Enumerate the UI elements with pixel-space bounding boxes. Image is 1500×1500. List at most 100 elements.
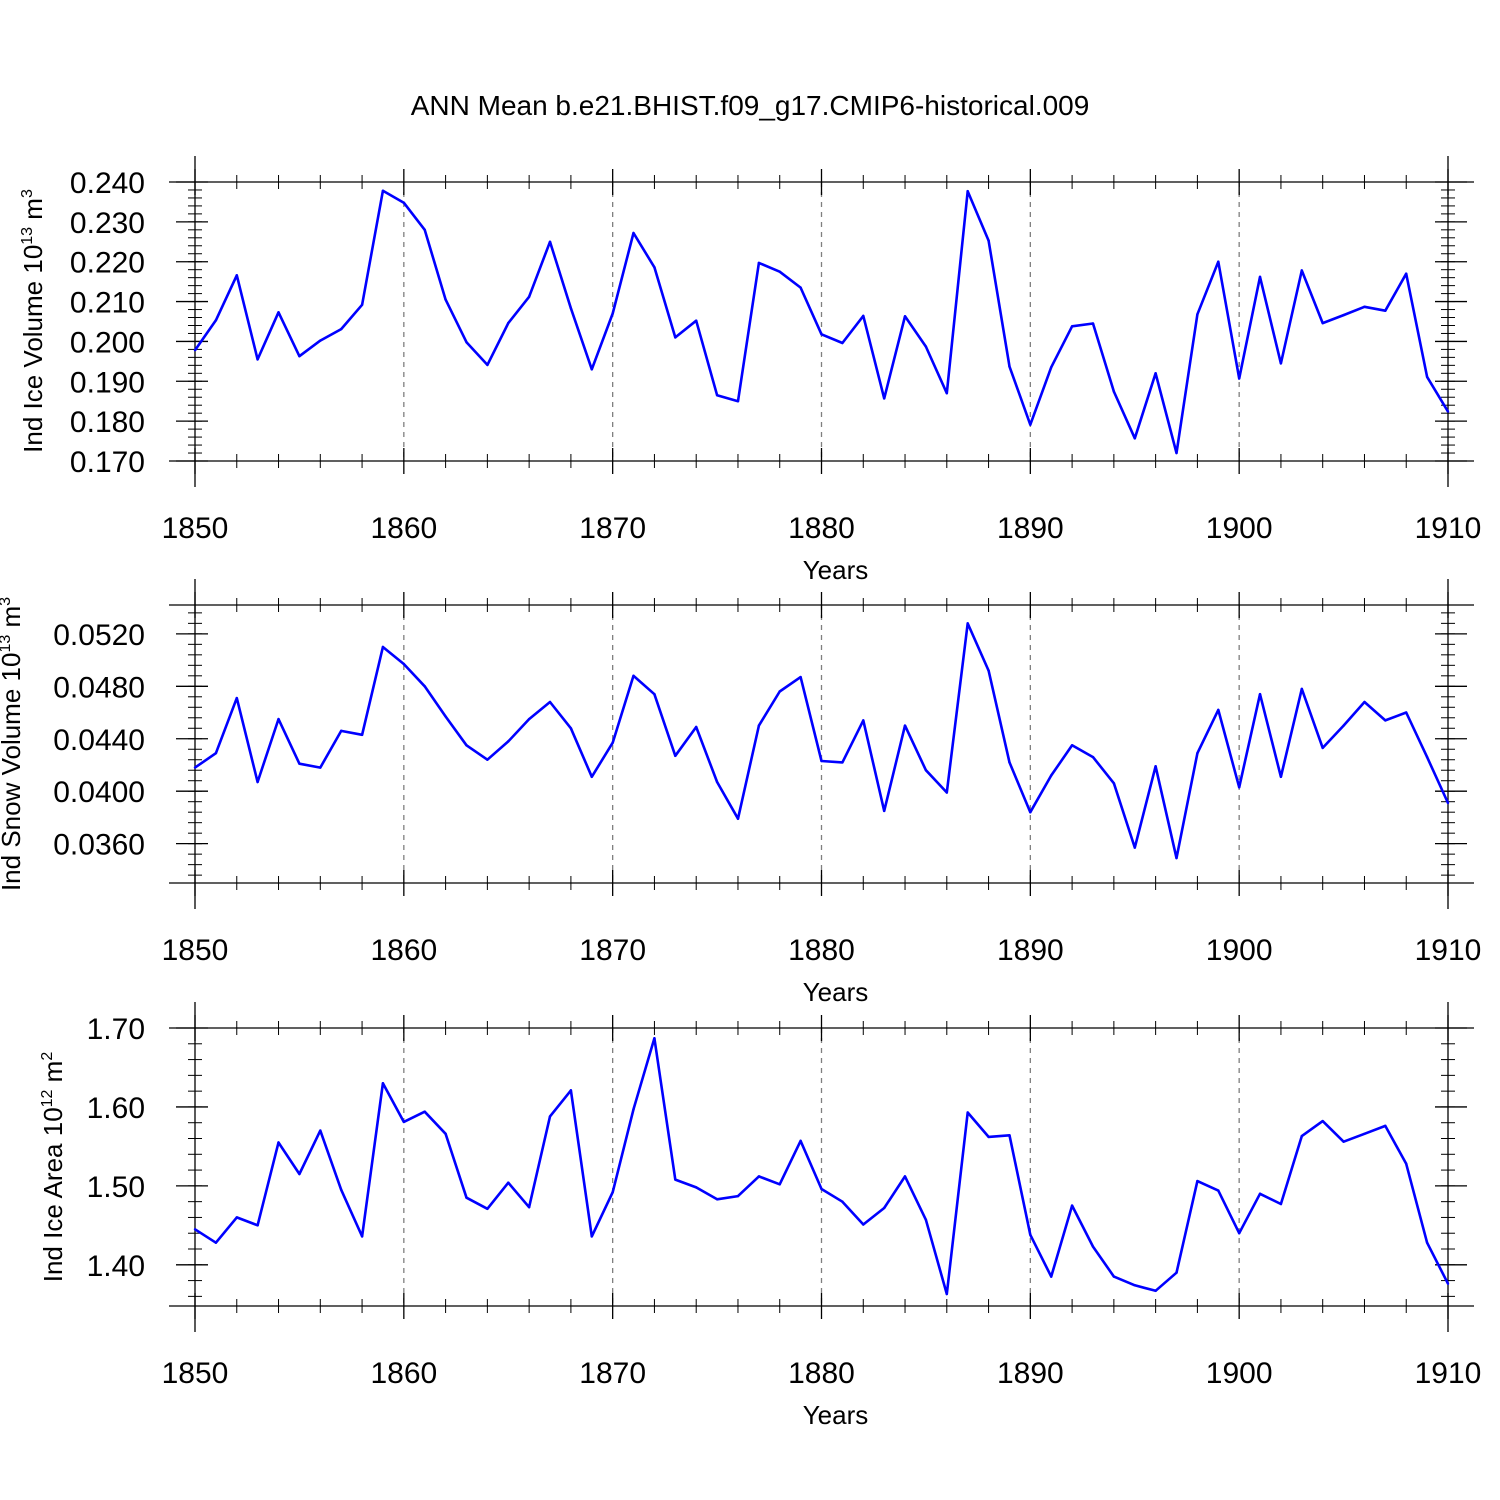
data-point [339, 327, 343, 331]
data-point [277, 1141, 280, 1144]
data-point [1384, 309, 1387, 312]
data-point [862, 719, 865, 722]
data-point [548, 700, 552, 704]
data-point [1154, 1289, 1157, 1293]
data-point [882, 809, 886, 813]
data-point [1446, 1282, 1450, 1285]
data-point [757, 261, 761, 265]
data-point [569, 1089, 573, 1092]
panel-1: 1850 1860 1870 1880 1890 1900 1910 0.170 0.180 0.… [18, 156, 1481, 585]
data-point [1342, 313, 1345, 317]
x-tick-label: 1850 [162, 934, 229, 967]
data-point [1112, 1275, 1116, 1278]
y-tick-label: 0.180 [70, 406, 145, 439]
data-point [193, 1228, 197, 1231]
y-tick-label: 0.0520 [53, 619, 145, 652]
data-point [1154, 372, 1157, 375]
y-tick-label: 0.210 [70, 287, 145, 320]
data-point [444, 715, 447, 718]
data-point [548, 1115, 552, 1118]
data-point [1300, 687, 1304, 691]
data-point [214, 751, 218, 755]
data-point [486, 363, 489, 367]
data-point [1363, 1132, 1366, 1135]
data-point [1258, 275, 1262, 279]
y-tick-label: 0.0360 [53, 829, 145, 862]
data-point [1258, 692, 1262, 696]
data-point [1196, 313, 1199, 316]
data-point [778, 690, 781, 693]
data-point [841, 761, 844, 764]
data-point [423, 1110, 426, 1113]
data-point [465, 341, 468, 344]
data-point [862, 314, 865, 318]
data-point [1363, 700, 1366, 704]
x-tick-label: 1890 [997, 512, 1064, 545]
data-point [319, 1129, 322, 1132]
data-point [1384, 1124, 1387, 1128]
data-point [1029, 423, 1032, 426]
data-point [193, 348, 197, 352]
data-point [945, 392, 948, 395]
y-tick-label: 0.0400 [53, 776, 145, 809]
x-tick-label: 1900 [1206, 512, 1273, 545]
data-point [569, 307, 573, 310]
data-point [277, 311, 280, 314]
data-point [820, 333, 823, 336]
data-point [924, 769, 928, 772]
data-point [235, 696, 238, 700]
data-point [507, 321, 510, 325]
data-point [1258, 1192, 1262, 1195]
data-point [1321, 746, 1324, 750]
data-point [1279, 775, 1283, 778]
page-title: ANN Mean b.e21.BHIST.f09_g17.CMIP6-histo… [410, 90, 1090, 121]
data-point [611, 312, 614, 315]
data-point [1175, 856, 1178, 860]
data-series-line [194, 1037, 1450, 1296]
y-tick-label: 0.220 [70, 247, 145, 280]
data-point [1279, 1202, 1283, 1206]
data-point [882, 1206, 886, 1210]
data-point [674, 336, 677, 339]
data-point [465, 1196, 468, 1199]
data-point [319, 766, 322, 769]
data-point [966, 622, 969, 625]
data-point [966, 1111, 969, 1114]
data-point [736, 400, 740, 403]
data-point [987, 239, 990, 242]
data-point [778, 1183, 781, 1186]
data-point [632, 231, 635, 235]
data-point [1384, 719, 1387, 722]
data-point [632, 1108, 635, 1111]
data-point [298, 762, 301, 765]
data-point [360, 303, 364, 306]
data-point [235, 274, 238, 277]
panel-2: 1850 1860 1870 1880 1890 1900 1910 0.0360 0.0400… [0, 579, 1481, 1007]
data-point [590, 775, 593, 778]
data-point [1133, 437, 1136, 440]
data-point [820, 1187, 823, 1191]
data-point [1342, 724, 1345, 727]
y-tick-label: 0.190 [70, 366, 145, 399]
data-point [695, 725, 698, 729]
data-point [1321, 321, 1324, 325]
y-axis-title: Ind Ice Area 1012 m2 [38, 1052, 68, 1283]
data-point [1405, 711, 1408, 714]
data-point [841, 341, 844, 345]
data-point [193, 766, 197, 769]
data-point [1425, 375, 1429, 379]
data-point [1446, 410, 1450, 413]
data-point [1070, 1204, 1074, 1207]
y-tick-label: 0.170 [70, 446, 145, 479]
data-point [987, 669, 990, 672]
data-point [1050, 366, 1053, 369]
x-tick-label: 1850 [162, 1357, 229, 1390]
data-point [1237, 786, 1241, 789]
data-point [715, 394, 719, 397]
data-point [527, 1205, 531, 1209]
data-point [715, 1198, 719, 1201]
panel-3: 1850 1860 1870 1880 1890 1900 1910 1.40 1.50 1.60… [38, 1002, 1481, 1430]
data-point [256, 358, 259, 361]
x-tick-label: 1870 [579, 512, 646, 545]
data-point [945, 791, 948, 794]
